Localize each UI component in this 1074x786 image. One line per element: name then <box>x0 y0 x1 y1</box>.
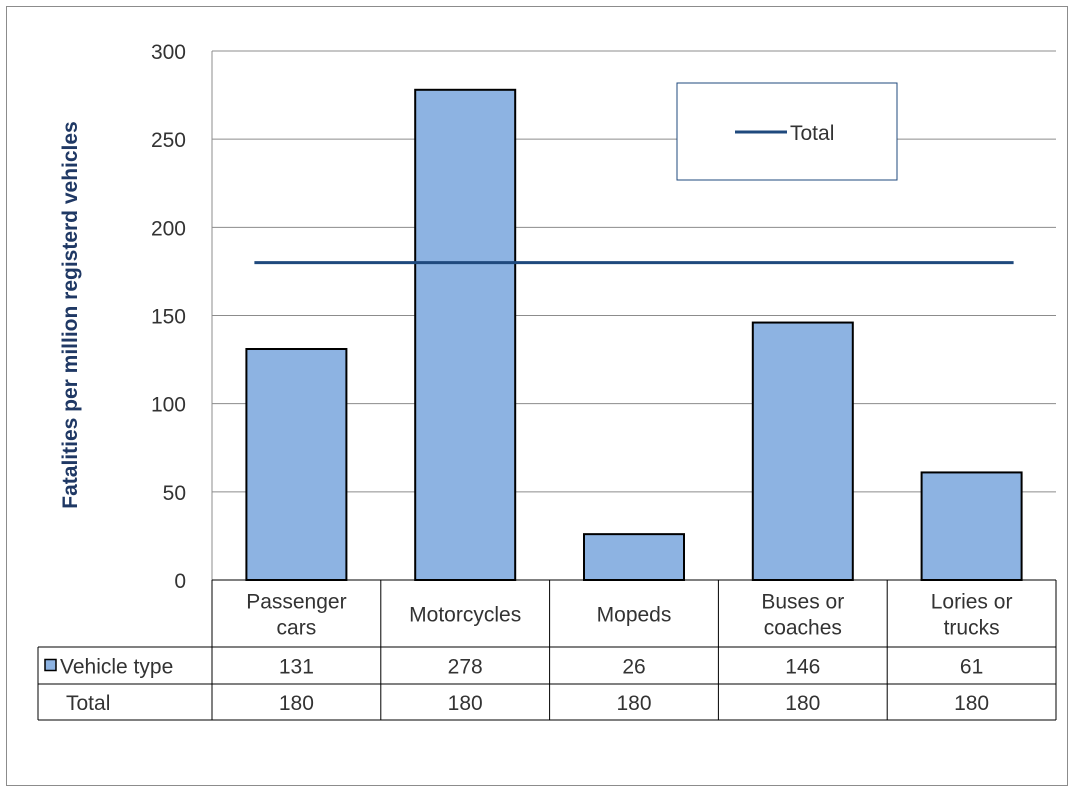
table-row-label: Total <box>66 692 110 715</box>
table-cell: 180 <box>954 692 989 715</box>
table-cell: 26 <box>622 656 645 679</box>
bar <box>583 533 685 581</box>
table-cell: 278 <box>448 656 483 679</box>
x-category-label: Buses or <box>761 591 844 614</box>
y-tick-label: 0 <box>174 570 186 593</box>
x-category-label: Mopeds <box>597 604 672 627</box>
y-tick-label: 100 <box>151 394 186 417</box>
x-category-label: coaches <box>764 617 842 640</box>
y-tick-label: 300 <box>151 41 186 64</box>
bar-chart: 0 50 100 150 200 250 300 Passenger cars Motorcycl… <box>37 41 1057 721</box>
table-cell: 146 <box>785 656 820 679</box>
x-category-label: Lories or <box>931 591 1013 614</box>
table-cell: 180 <box>279 692 314 715</box>
table-cell: 180 <box>785 692 820 715</box>
table-cell: 180 <box>448 692 483 715</box>
bar <box>920 471 1023 582</box>
table-cell: 180 <box>616 692 651 715</box>
bar <box>414 88 517 581</box>
x-category-label: cars <box>277 617 317 640</box>
bar <box>751 321 854 581</box>
x-category-label: trucks <box>944 617 1000 640</box>
bar <box>245 348 348 581</box>
y-tick-label: 50 <box>163 482 186 505</box>
y-tick-label: 150 <box>151 306 186 329</box>
y-tick-label: 200 <box>151 217 186 240</box>
x-category-label: Passenger <box>246 591 346 614</box>
x-category-label: Motorcycles <box>409 604 521 627</box>
legend-label-total: Total <box>790 122 834 145</box>
table-cell: 131 <box>279 656 314 679</box>
table-cell: 61 <box>960 656 983 679</box>
legend-key-vehicle-type <box>44 658 57 672</box>
table-row-label: Vehicle type <box>60 656 173 679</box>
y-axis-title: Fatalities per million registerd vehicle… <box>59 121 82 508</box>
y-tick-label: 250 <box>151 129 186 152</box>
